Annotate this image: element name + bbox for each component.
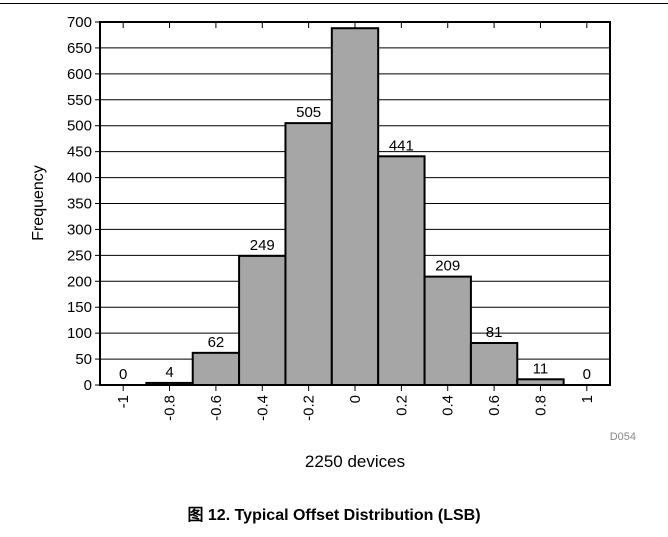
bar-layer — [145, 27, 565, 387]
bar-data-label: 4 — [165, 364, 173, 381]
y-tick-label: 500 — [67, 118, 92, 135]
y-tick-label: 0 — [84, 377, 92, 394]
bar-data-label: 11 — [533, 360, 549, 377]
bar-data-label: 62 — [208, 334, 225, 351]
y-tick-label: 200 — [67, 273, 92, 290]
label-layer: 0501001502002503003504004505005506006507… — [67, 14, 596, 421]
y-tick-label: 300 — [67, 221, 92, 238]
y-tick-label: 700 — [67, 14, 92, 31]
y-tick-label: 450 — [67, 144, 92, 161]
y-tick-label: 250 — [67, 247, 92, 264]
y-tick-label: 600 — [67, 66, 92, 83]
histogram-bar — [469, 341, 519, 387]
tick-layer — [95, 21, 588, 391]
x-tick-label: 0 — [347, 395, 364, 403]
bar-data-label: 505 — [296, 104, 321, 121]
top-rule — [0, 3, 668, 4]
x-tick-label: -0.2 — [301, 395, 318, 421]
bar-data-label: 441 — [389, 137, 414, 154]
x-tick-label: -0.8 — [162, 395, 179, 421]
x-tick-label: 1 — [579, 395, 596, 403]
bar-data-label: 81 — [486, 324, 503, 341]
y-tick-label: 400 — [67, 170, 92, 187]
histogram-bar — [284, 122, 333, 386]
x-tick-label: 0.8 — [532, 395, 549, 416]
y-tick-label: 100 — [67, 325, 92, 342]
y-tick-label: 50 — [75, 351, 92, 368]
bar-data-label: 249 — [250, 237, 275, 254]
y-tick-label: 650 — [67, 40, 92, 57]
histogram-bar — [330, 27, 380, 386]
bar-data-label: 0 — [583, 366, 591, 383]
bar-data-label: 0 — [119, 366, 127, 383]
chart-xlabel: 2250 devices — [304, 452, 406, 471]
x-tick-label: -0.6 — [208, 395, 225, 421]
x-tick-label: 0.4 — [440, 395, 457, 416]
x-tick-label: -0.4 — [254, 395, 271, 421]
histogram-bar — [191, 351, 241, 386]
histogram-bar — [423, 275, 472, 386]
x-tick-label: 0.6 — [486, 395, 503, 416]
x-tick-label: -1 — [115, 395, 132, 408]
y-tick-label: 550 — [67, 92, 92, 109]
chart-title: 图 12. Typical Offset Distribution (LSB) — [187, 507, 481, 524]
chart-ylabel: Frequency — [30, 165, 47, 241]
y-tick-label: 350 — [67, 196, 92, 213]
y-tick-label: 150 — [67, 299, 92, 316]
histogram-bar — [238, 254, 287, 386]
histogram-bar — [377, 155, 426, 386]
x-tick-label: 0.2 — [393, 395, 410, 416]
chart-code: D054 — [609, 431, 636, 443]
bar-data-label: 209 — [435, 258, 460, 275]
